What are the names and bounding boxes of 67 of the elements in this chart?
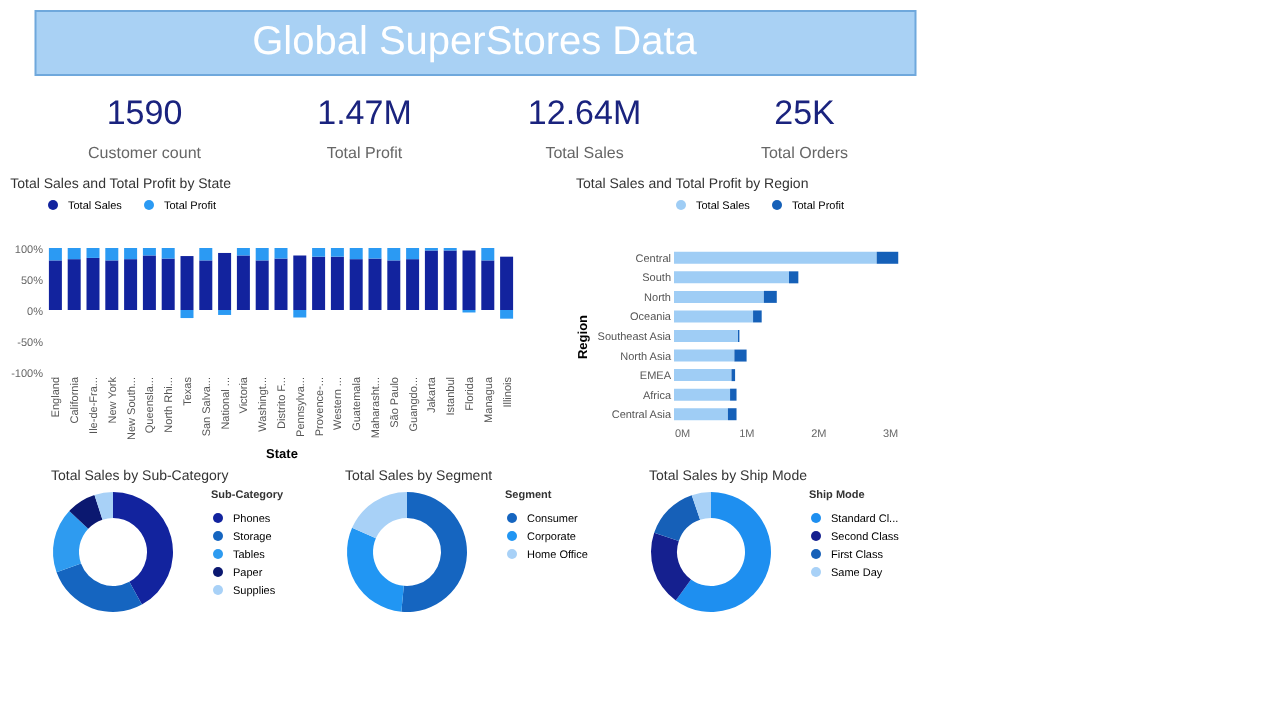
bar bbox=[105, 260, 119, 310]
donut-slice bbox=[69, 494, 103, 529]
bar bbox=[124, 259, 138, 310]
donut-slice bbox=[94, 492, 113, 520]
bar bbox=[312, 248, 326, 257]
bar bbox=[349, 259, 363, 310]
donut-slice bbox=[654, 495, 701, 542]
bar bbox=[236, 255, 250, 310]
bar bbox=[500, 310, 514, 319]
bar bbox=[255, 248, 269, 261]
bar bbox=[199, 260, 213, 310]
bar bbox=[330, 248, 344, 257]
text: 25K bbox=[774, 94, 837, 132]
bar bbox=[330, 256, 344, 310]
bar bbox=[293, 255, 307, 310]
bar bbox=[255, 260, 269, 310]
bar bbox=[406, 259, 420, 310]
bar bbox=[180, 310, 194, 319]
bar bbox=[236, 248, 250, 256]
donut-slice bbox=[56, 563, 142, 612]
bar bbox=[368, 248, 382, 259]
bar bbox=[105, 248, 119, 261]
text: Global SuperStores Data bbox=[252, 20, 699, 64]
bar bbox=[500, 256, 514, 310]
donut-slice bbox=[352, 492, 407, 539]
text: 1590 bbox=[106, 94, 183, 132]
bar bbox=[406, 248, 420, 260]
bar bbox=[86, 248, 100, 258]
bar bbox=[274, 258, 288, 310]
bar bbox=[48, 260, 62, 310]
bar bbox=[387, 248, 401, 261]
bar bbox=[387, 260, 401, 310]
text: 12.64M bbox=[527, 94, 642, 132]
bar bbox=[443, 250, 457, 310]
bar bbox=[218, 252, 232, 310]
bar bbox=[86, 257, 100, 310]
bar bbox=[142, 255, 156, 310]
bar bbox=[48, 248, 62, 261]
bar bbox=[67, 259, 81, 310]
bar bbox=[481, 260, 495, 310]
bar bbox=[312, 256, 326, 310]
bar bbox=[142, 248, 156, 256]
bar bbox=[274, 248, 288, 259]
bar bbox=[199, 248, 213, 261]
donut-slice bbox=[401, 492, 467, 612]
bar bbox=[293, 310, 307, 318]
text: Total Orders bbox=[760, 144, 849, 162]
donut-slice bbox=[651, 532, 692, 601]
bar bbox=[349, 248, 363, 260]
donut-slice bbox=[675, 492, 771, 612]
text: Total Sales bbox=[545, 144, 624, 162]
bar bbox=[424, 250, 438, 310]
bar bbox=[124, 248, 138, 260]
bar bbox=[161, 248, 175, 259]
donut-slice bbox=[691, 492, 711, 520]
bar bbox=[180, 256, 194, 310]
donut-slice bbox=[113, 492, 173, 605]
bar bbox=[67, 248, 81, 260]
bar bbox=[161, 258, 175, 310]
text: Total Profit bbox=[326, 144, 404, 162]
text: 1.47M bbox=[317, 94, 412, 132]
text: Customer count bbox=[88, 144, 203, 162]
donut-slice bbox=[53, 510, 89, 573]
donut-slice bbox=[347, 527, 404, 612]
bar bbox=[462, 250, 476, 310]
bar bbox=[481, 248, 495, 261]
bar bbox=[368, 258, 382, 310]
